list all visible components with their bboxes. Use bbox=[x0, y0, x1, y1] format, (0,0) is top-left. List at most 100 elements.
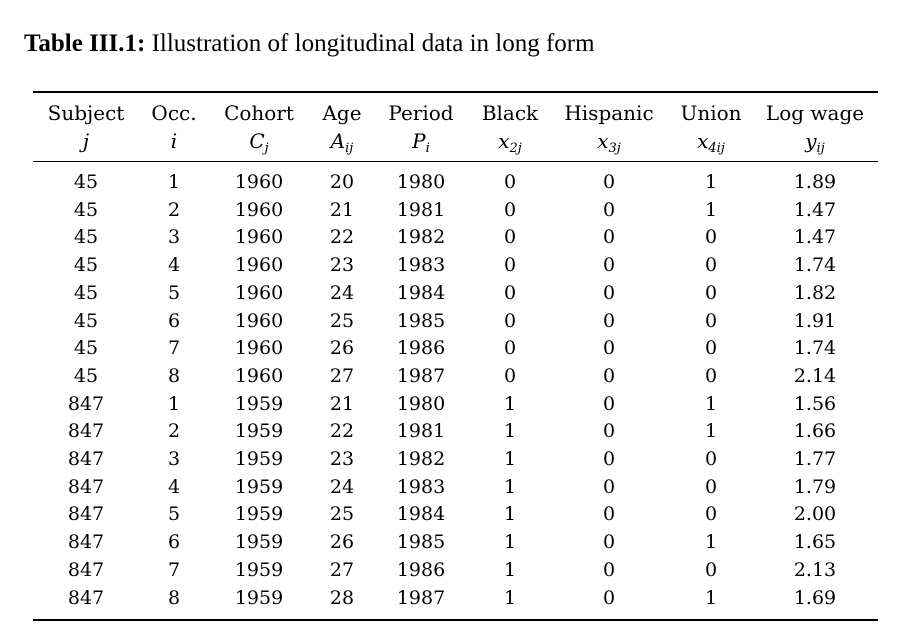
table-cell-age: 26 bbox=[329, 531, 355, 554]
table-cell-period: 1981 bbox=[396, 198, 446, 221]
table-cell-log-wage: 1.82 bbox=[793, 281, 837, 304]
column-header-symbol: Aij bbox=[322, 127, 361, 155]
table-cell-period: 1981 bbox=[396, 420, 446, 443]
table-cell-occasion: 8 bbox=[167, 586, 181, 609]
table-cell-log-wage: 2.13 bbox=[793, 558, 837, 581]
table-cell-union: 0 bbox=[704, 254, 718, 277]
table-cell-period: 1987 bbox=[396, 586, 446, 609]
header-rule bbox=[33, 161, 878, 162]
column-header-symbol: i bbox=[151, 127, 196, 155]
column-header-occasion: Occ. i bbox=[151, 99, 196, 155]
table-cell-cohort: 1959 bbox=[234, 503, 284, 526]
table-cell-cohort: 1960 bbox=[234, 198, 284, 221]
table-cell-union: 0 bbox=[704, 558, 718, 581]
table-cell-age: 22 bbox=[329, 420, 355, 443]
column-header-label: Period bbox=[388, 101, 454, 125]
symbol-base: A bbox=[330, 129, 346, 153]
table-cell-black: 1 bbox=[503, 448, 517, 470]
table-cell-black: 0 bbox=[503, 364, 517, 387]
table-cell-log-wage: 1.65 bbox=[793, 531, 837, 554]
table-cell-log-wage: 1.79 bbox=[793, 475, 837, 498]
table-cell-hispanic: 0 bbox=[602, 254, 616, 277]
table-cell-hispanic: 0 bbox=[602, 420, 616, 443]
column-header-label: Log wage bbox=[765, 101, 865, 125]
symbol-subscript: 2j bbox=[509, 141, 522, 156]
symbol-base: x bbox=[597, 129, 609, 153]
symbol-base: P bbox=[412, 129, 426, 153]
table-cell-cohort: 1960 bbox=[234, 364, 284, 387]
column-header-label: Black bbox=[481, 101, 539, 125]
table-cell-age: 26 bbox=[329, 337, 355, 360]
column-header-cohort: Cohort Cj bbox=[224, 99, 294, 155]
table-cell-black: 1 bbox=[503, 420, 517, 443]
table-cell-occasion: 6 bbox=[167, 531, 181, 554]
table-cell-age: 21 bbox=[329, 392, 355, 415]
table-cell-age: 28 bbox=[329, 586, 355, 609]
table-cell-log-wage: 1.69 bbox=[793, 586, 837, 609]
table-cell-subject: 847 bbox=[67, 503, 105, 526]
column-header-union: Union x4ij bbox=[680, 99, 741, 155]
table-cell-black: 0 bbox=[503, 337, 517, 360]
table-cell-hispanic: 0 bbox=[602, 475, 616, 498]
table-cell-black: 1 bbox=[503, 558, 517, 581]
table-cell-occasion: 4 bbox=[167, 254, 181, 277]
table-cell-hispanic: 0 bbox=[602, 531, 616, 554]
table-cell-black: 0 bbox=[503, 171, 517, 193]
table-cell-black: 0 bbox=[503, 198, 517, 221]
table-cell-occasion: 3 bbox=[167, 226, 181, 249]
table-cell-union: 1 bbox=[704, 586, 718, 609]
table-cell-union: 0 bbox=[704, 475, 718, 498]
table-cell-subject: 45 bbox=[73, 281, 99, 304]
table-cell-union: 0 bbox=[704, 309, 718, 332]
column-header-symbol: Pi bbox=[388, 127, 453, 155]
table-cell-period: 1980 bbox=[396, 171, 446, 193]
table-cell-subject: 45 bbox=[73, 364, 99, 387]
table-cell-subject: 847 bbox=[67, 420, 105, 443]
column-header-period: Period Pi bbox=[388, 99, 453, 155]
table-cell-occasion: 7 bbox=[167, 337, 181, 360]
table-cell-hispanic: 0 bbox=[602, 171, 616, 193]
top-rule bbox=[33, 91, 878, 93]
column-header-label: Age bbox=[322, 101, 362, 125]
table-cell-period: 1984 bbox=[396, 503, 446, 526]
table-cell-age: 25 bbox=[329, 309, 355, 332]
column-header-symbol: x2j bbox=[482, 127, 538, 155]
table-cell-cohort: 1959 bbox=[234, 420, 284, 443]
table-cell-occasion: 1 bbox=[167, 171, 181, 193]
table-cell-occasion: 4 bbox=[167, 475, 181, 498]
table-cell-subject: 45 bbox=[73, 309, 99, 332]
column-header-symbol: Cj bbox=[224, 127, 294, 155]
table-cell-log-wage: 2.00 bbox=[793, 503, 837, 526]
table-cell-hispanic: 0 bbox=[602, 281, 616, 304]
column-header-symbol: x3j bbox=[564, 127, 653, 155]
table-cell-subject: 45 bbox=[73, 198, 99, 221]
table-cell-hispanic: 0 bbox=[602, 558, 616, 581]
table-cell-age: 25 bbox=[329, 503, 355, 526]
symbol-subscript: j bbox=[264, 141, 269, 156]
column-header-label: Union bbox=[680, 101, 742, 125]
table-cell-occasion: 3 bbox=[167, 448, 181, 470]
symbol-base: y bbox=[805, 129, 817, 153]
table-cell-hispanic: 0 bbox=[602, 448, 616, 470]
table-cell-black: 1 bbox=[503, 586, 517, 609]
table-cell-occasion: 7 bbox=[167, 558, 181, 581]
table-cell-union: 0 bbox=[704, 503, 718, 526]
symbol-base: C bbox=[249, 129, 265, 153]
column-header-label: Occ. bbox=[151, 101, 197, 125]
column-header-symbol: j bbox=[48, 127, 125, 155]
table-cell-subject: 45 bbox=[73, 254, 99, 277]
column-header-subject: Subject j bbox=[48, 99, 125, 155]
column-header-black: Black x2j bbox=[482, 99, 538, 155]
table-cell-log-wage: 1.47 bbox=[793, 226, 837, 249]
table-cell-subject: 847 bbox=[67, 392, 105, 415]
table-cell-subject: 45 bbox=[73, 226, 99, 249]
table-cell-subject: 847 bbox=[67, 475, 105, 498]
table-cell-union: 1 bbox=[704, 392, 718, 415]
column-header-log-wage: Log wage yij bbox=[766, 99, 864, 155]
table-cell-cohort: 1960 bbox=[234, 337, 284, 360]
table-cell-cohort: 1959 bbox=[234, 475, 284, 498]
caption-text: Illustration of longitudinal data in lon… bbox=[151, 30, 595, 57]
table-cell-period: 1982 bbox=[396, 448, 446, 470]
column-header-symbol: x4ij bbox=[680, 127, 741, 155]
table-cell-union: 0 bbox=[704, 364, 718, 387]
